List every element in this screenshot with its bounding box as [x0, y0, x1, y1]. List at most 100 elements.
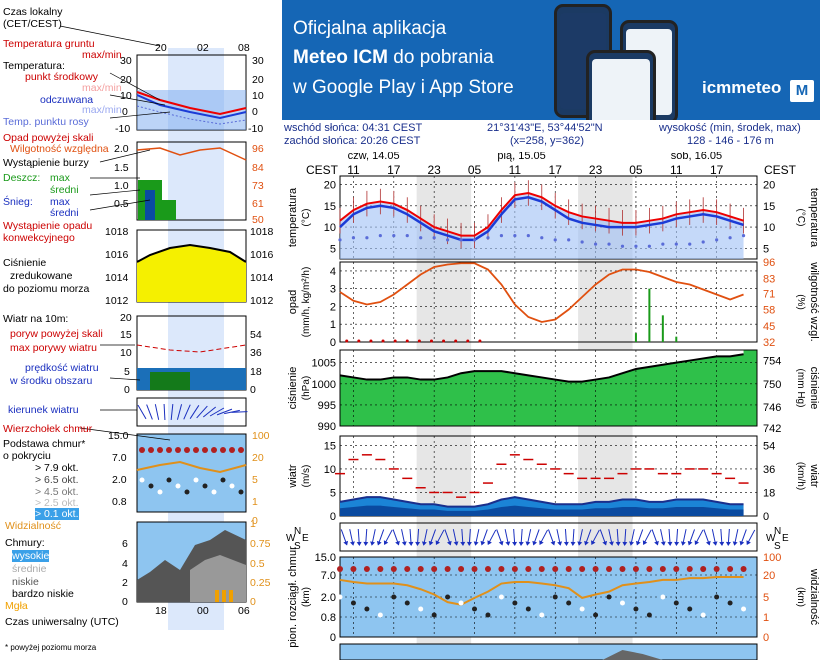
legend-time-local2: (CET/CEST) [3, 18, 62, 30]
cloud-base-22 [633, 606, 639, 612]
cloud-base-3 [377, 612, 383, 618]
precip-tick-3: 1 [330, 319, 336, 331]
compass-n-right: N [774, 526, 781, 537]
wind-arrow-29 [556, 529, 563, 546]
clouds-bg [340, 557, 757, 637]
temp-rtick-0: 20 [763, 180, 775, 192]
wind-arrow-head-25 [525, 541, 531, 546]
hour-tick-8: 11 [670, 163, 683, 177]
legend-temp-tick-0: 30 [120, 55, 132, 67]
legend-mid: średnie [12, 563, 47, 575]
wind-arrow-21 [496, 529, 504, 546]
legend-cloud-top-dot-9 [220, 447, 226, 453]
legend-wind-dir: kierunek wiatru [8, 404, 79, 416]
icmmeteo-logo: icmmeteo [702, 78, 782, 97]
promo-banner[interactable]: Oficjalna aplikacja Meteo ICM do pobrani… [282, 0, 820, 120]
wind-arrow-2 [356, 528, 362, 546]
legend-temp-tick-1: 20 [120, 74, 132, 86]
cloud-base-29 [727, 600, 733, 606]
wind-arrow-44 [667, 528, 673, 546]
wind-arrow-head-10 [415, 541, 421, 546]
legend-cloud-base-dot-9 [220, 477, 226, 483]
legend-snow-avg: średni [50, 207, 79, 219]
hum-tick-0: 96 [763, 257, 775, 269]
dew-point-27 [701, 240, 705, 244]
hour-tick-7: 05 [629, 163, 643, 177]
legend-cloud-top-dot-11 [238, 447, 244, 453]
wind-arrow-head-32 [577, 541, 583, 546]
conv-dot-11 [478, 339, 482, 343]
cloud-base-21 [619, 600, 625, 606]
wind-arrow-39 [629, 529, 635, 546]
wind-arrow-head-40 [635, 540, 641, 546]
legend-hour-bottom-0: 18 [155, 605, 167, 617]
legend-very-low: bardzo niskie [12, 588, 74, 600]
legend-hum-tick-0: 96 [252, 143, 264, 155]
compass-s-left: S [294, 541, 301, 552]
legend-clouds: Chmury: [5, 537, 45, 549]
day-label-0: czw, 14.05 [348, 152, 400, 162]
cloud-top-3 [377, 566, 384, 572]
dew-point-30 [741, 233, 746, 238]
legend-pres-rtick-1: 1016 [250, 249, 274, 261]
cloud-base-20 [606, 594, 612, 600]
legend-vis-tick-2: 5 [252, 474, 258, 486]
cloud-base-26 [687, 606, 693, 612]
banner-line1: Oficjalna aplikacja [293, 18, 447, 39]
dew-point-20 [607, 242, 611, 246]
hour-tick-2: 23 [427, 163, 441, 177]
conv-dot-4 [393, 339, 397, 343]
wind-right-label: wiatr [808, 463, 820, 488]
cloud-base-16 [552, 594, 558, 600]
wind-arrow-head-15 [453, 541, 459, 546]
hour-tick-4: 11 [509, 163, 522, 177]
legend-wind-arrow-3 [163, 403, 166, 421]
legend-rain-avg: średni [50, 184, 79, 196]
vis-tick-1: 20 [763, 570, 775, 582]
dew-point-13 [513, 233, 517, 238]
wind-tick-0: 15 [324, 440, 336, 452]
dew-point-6 [419, 236, 423, 240]
legend-wind-arrow-9 [202, 406, 217, 418]
legend-utc: Czas uniwersalny (UTC) [5, 616, 119, 628]
coords-text: 21°31'43"E, 53°44'52"N [487, 122, 603, 134]
legend-winddir-arrows [137, 403, 248, 421]
conv-dot-9 [454, 339, 458, 343]
clouds-right-unit: (km) [795, 587, 806, 607]
dew-point-26 [688, 242, 692, 246]
wind-arrow-head-9 [408, 541, 414, 546]
legend-cl-rtick-0: 1 [250, 518, 256, 530]
legend-cloud-base-dot-4 [175, 483, 181, 489]
legend-wind-arrow-shaft-1 [146, 404, 153, 420]
pressure-tick-2: 995 [318, 400, 336, 412]
wind-arrow-54 [739, 529, 747, 546]
wind-arrow-head-4 [370, 541, 376, 546]
cloud-top-5 [404, 566, 411, 572]
wind-arrow-head-34 [591, 540, 596, 545]
legend-cloud-base-dot-5 [184, 489, 190, 495]
wind-arrow-4 [370, 529, 376, 546]
legend-wind-arrow-shaft-9 [202, 406, 217, 418]
cloud-base-14 [525, 606, 531, 612]
wind-arrow-head-54 [739, 540, 745, 546]
legend-fog-bar3 [229, 590, 233, 602]
cloud-top-18 [579, 566, 586, 572]
legend-wind-arrow-8 [196, 405, 208, 419]
legend-time-local: Czas lokalny [3, 6, 63, 18]
temp-rtick-1: 15 [763, 201, 775, 213]
wind-arrow-head-26 [532, 540, 538, 546]
cloud-base-19 [593, 612, 599, 618]
wind-arrow-33 [584, 529, 592, 546]
dew-point-23 [647, 244, 651, 248]
dew-point-8 [446, 238, 450, 242]
conv-dot-8 [442, 339, 446, 343]
legend-cl-rtick-3: 0.25 [250, 577, 271, 589]
rain-bar-24 [661, 315, 664, 342]
legend-wind-arrow-shaft-4 [170, 403, 174, 421]
wind-arrow-head-0 [343, 540, 349, 546]
visibility-line [339, 575, 744, 606]
legend-temp-line [136, 91, 247, 116]
legend-okt45: > 4.5 okt. [35, 486, 79, 498]
legend-hour-top-0: 20 [155, 42, 167, 54]
legend-vis-tick-1: 20 [252, 452, 264, 464]
